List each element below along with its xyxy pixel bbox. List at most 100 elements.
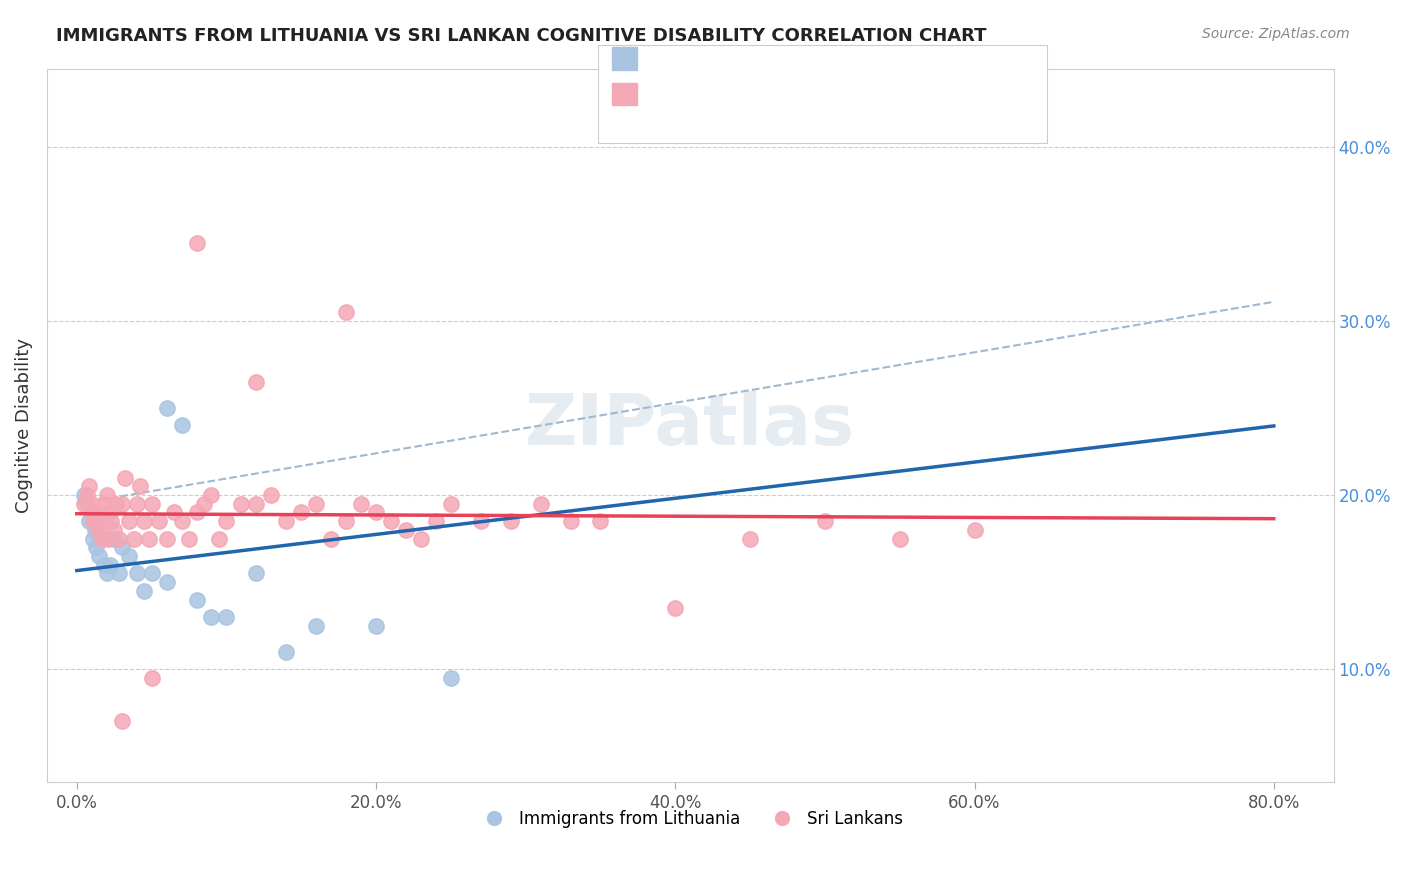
Point — [98, 506, 121, 520]
Point — [94, 514, 117, 528]
Point — [231, 497, 253, 511]
Point — [80, 497, 103, 511]
Point — [186, 592, 208, 607]
Point — [84, 514, 107, 528]
Point — [103, 532, 125, 546]
Point — [111, 541, 134, 555]
Text: R = -0.015   N = 69: R = -0.015 N = 69 — [643, 98, 806, 116]
Point — [111, 497, 134, 511]
Point — [186, 506, 208, 520]
Point — [83, 523, 105, 537]
Point — [290, 506, 312, 520]
Point — [193, 497, 215, 511]
Point — [186, 235, 208, 250]
Point — [103, 523, 125, 537]
Point — [305, 497, 328, 511]
Text: 0.193: 0.193 — [673, 62, 727, 80]
Point — [138, 532, 160, 546]
Point — [87, 523, 110, 537]
Point — [98, 558, 121, 572]
Point — [170, 514, 193, 528]
Point — [141, 566, 163, 581]
Text: 30: 30 — [773, 62, 804, 80]
Point — [76, 488, 98, 502]
Point — [395, 523, 418, 537]
Point — [84, 541, 107, 555]
Point — [104, 497, 127, 511]
Point — [889, 532, 911, 546]
Point — [440, 497, 463, 511]
Y-axis label: Cognitive Disability: Cognitive Disability — [15, 338, 32, 513]
Point — [560, 514, 582, 528]
Point — [364, 618, 387, 632]
Point — [89, 506, 111, 520]
Point — [170, 418, 193, 433]
Point — [664, 601, 686, 615]
Point — [470, 514, 492, 528]
Point — [814, 514, 837, 528]
Legend: Immigrants from Lithuania, Sri Lankans: Immigrants from Lithuania, Sri Lankans — [471, 804, 910, 835]
Point — [141, 497, 163, 511]
Point — [91, 532, 114, 546]
Point — [409, 532, 432, 546]
Point — [93, 497, 115, 511]
Point — [200, 610, 222, 624]
Point — [77, 479, 100, 493]
Point — [100, 514, 122, 528]
Point — [177, 532, 200, 546]
Point — [111, 714, 134, 729]
Point — [73, 488, 96, 502]
Point — [380, 514, 402, 528]
Point — [335, 305, 357, 319]
Point — [321, 532, 343, 546]
Point — [118, 514, 141, 528]
Point — [90, 514, 112, 528]
Point — [96, 566, 118, 581]
Text: 69: 69 — [773, 98, 804, 116]
Point — [440, 671, 463, 685]
Point — [90, 532, 112, 546]
Point — [530, 497, 553, 511]
Point — [118, 549, 141, 563]
Point — [208, 532, 231, 546]
Point — [93, 558, 115, 572]
Point — [148, 514, 170, 528]
Point — [215, 610, 238, 624]
Text: -0.015: -0.015 — [673, 98, 727, 116]
Point — [125, 497, 148, 511]
Text: ZIPatlas: ZIPatlas — [526, 391, 855, 460]
Point — [276, 645, 298, 659]
Point — [107, 532, 129, 546]
Point — [963, 523, 986, 537]
Point — [82, 514, 104, 528]
Point — [73, 497, 96, 511]
Point — [740, 532, 762, 546]
Text: R =  0.193   N = 30: R = 0.193 N = 30 — [643, 62, 806, 80]
Point — [350, 497, 373, 511]
Point — [260, 488, 283, 502]
Point — [114, 471, 136, 485]
Point — [155, 532, 177, 546]
Point — [107, 566, 129, 581]
Text: Source: ZipAtlas.com: Source: ZipAtlas.com — [1202, 27, 1350, 41]
Point — [245, 375, 267, 389]
Point — [215, 514, 238, 528]
Point — [128, 479, 150, 493]
Point — [155, 575, 177, 590]
Point — [335, 514, 357, 528]
Point — [305, 618, 328, 632]
Point — [155, 401, 177, 415]
Point — [134, 514, 156, 528]
Point — [122, 532, 145, 546]
Point — [364, 506, 387, 520]
Point — [163, 506, 186, 520]
Point — [76, 497, 98, 511]
Point — [77, 514, 100, 528]
Point — [200, 488, 222, 502]
Point — [82, 532, 104, 546]
Point — [80, 506, 103, 520]
Point — [96, 488, 118, 502]
Point — [125, 566, 148, 581]
Text: IMMIGRANTS FROM LITHUANIA VS SRI LANKAN COGNITIVE DISABILITY CORRELATION CHART: IMMIGRANTS FROM LITHUANIA VS SRI LANKAN … — [56, 27, 987, 45]
Point — [141, 671, 163, 685]
